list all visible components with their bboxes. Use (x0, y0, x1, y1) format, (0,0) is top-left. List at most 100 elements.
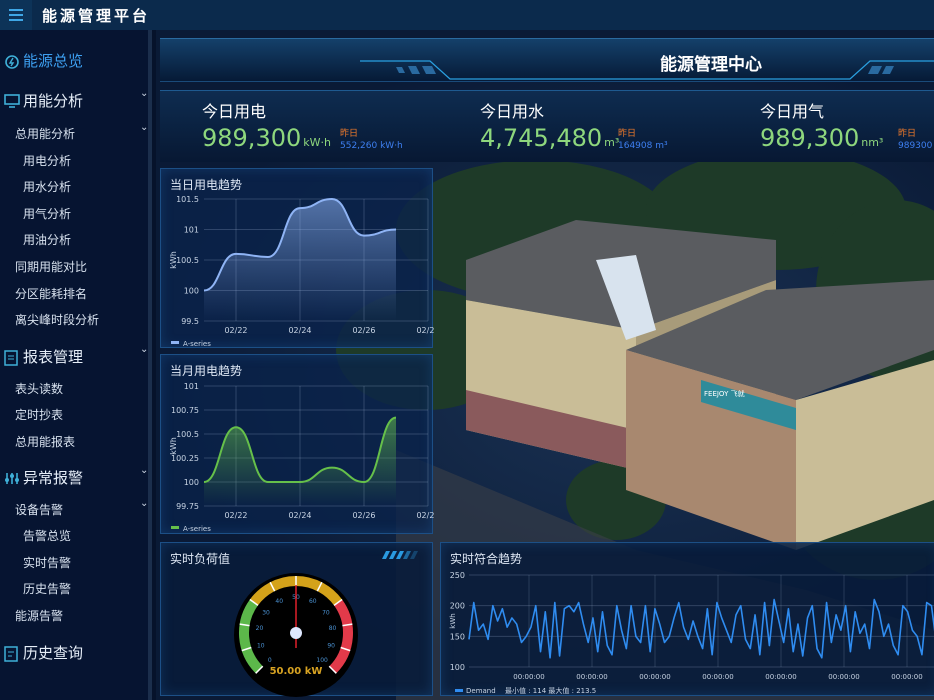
kpi-yesterday-label: 昨日 (618, 129, 637, 139)
kpi-yesterday-value: 989300 nm³ (898, 141, 934, 151)
x-tick-label: 00:00:00 (765, 673, 796, 681)
chevron-down-icon[interactable]: ⌄ (140, 344, 149, 355)
x-tick-label: 00:00:00 (702, 673, 733, 681)
y-tick-label: 101.5 (176, 195, 199, 204)
daily-power-trend-panel: 当日用电趋势 101.5 101 100.5 100 99.5 02/22 02/24 02/… (160, 168, 440, 348)
sidebar-item[interactable]: 用水分析 (23, 178, 71, 195)
kpi-value: 989,300 nm³ (760, 124, 883, 152)
sidebar-item[interactable]: 历史告警 (23, 580, 71, 597)
sidebar-item[interactable]: 定时抄表 (15, 406, 63, 423)
building-sign: FEEJOY 飞就 (704, 389, 745, 398)
kpi-bar (160, 90, 934, 162)
banner-decoration (360, 60, 934, 80)
sidebar-item[interactable]: 表头读数 (15, 380, 63, 397)
realtime-load-panel: 实时负荷值 010203040506070809010050.00 kW (160, 542, 433, 697)
x-tick-label: 00:00:00 (513, 673, 544, 681)
panel-title: 当月用电趋势 (170, 364, 243, 378)
y-tick-label: 100 (184, 478, 199, 487)
x-tick-label: 00:00:00 (639, 673, 670, 681)
sidebar-item-label: 用电分析 (23, 154, 72, 168)
sidebar-item[interactable]: 总用能分析 (15, 125, 75, 142)
kpi-number: 989,300 (760, 124, 860, 152)
gauge-band (329, 599, 353, 674)
legend-swatch (455, 689, 463, 692)
sidebar-item[interactable]: 设备告警 (15, 501, 63, 518)
gauge-tick (328, 665, 337, 674)
y-axis-label: kWh (169, 437, 178, 455)
chevron-down-icon[interactable]: ⌄ (140, 122, 149, 133)
sidebar-item-label: 用水分析 (23, 180, 72, 194)
sidebar-item[interactable]: 实时告警 (23, 554, 71, 571)
sidebar-item-label: 能源告警 (15, 609, 64, 623)
y-tick-label: 100.25 (171, 454, 199, 463)
gauge-tick (241, 646, 252, 652)
y-tick-label: 150 (450, 632, 465, 641)
sidebar-item[interactable]: 离尖峰时段分析 (15, 311, 99, 328)
x-tick-label: 02/22 (224, 511, 247, 520)
sidebar-item-label: 表头读数 (15, 382, 64, 396)
panel-title: 实时负荷值 (170, 552, 231, 566)
x-tick-label: 02/28 (416, 511, 434, 520)
legend-label: A-series (183, 525, 211, 533)
y-tick-label: 101 (184, 382, 199, 391)
x-tick-label: 00:00:00 (891, 673, 922, 681)
sidebar-item[interactable]: 用气分析 (23, 205, 71, 222)
sidebar-item-label: 能源总览 (23, 52, 84, 70)
legend-swatch (171, 341, 179, 344)
sidebar-item[interactable]: 分区能耗排名 (15, 285, 87, 302)
kpi-yesterday-value: 164908 m³ (618, 141, 668, 151)
chevron-down-icon[interactable]: ⌄ (140, 88, 149, 99)
gauge-tick (249, 598, 259, 606)
history-doc-icon (4, 645, 20, 662)
sidebar-item[interactable]: 异常报警 (4, 467, 83, 488)
sidebar-item-label: 总用能分析 (15, 127, 76, 141)
sidebar-item-label: 离尖峰时段分析 (15, 313, 100, 327)
building-right (626, 280, 934, 550)
legend-swatch (171, 526, 179, 529)
sidebar-item-label: 同期用能对比 (15, 260, 88, 274)
sidebar-item-label: 告警总览 (23, 529, 72, 543)
gauge-tick-label: 0 (268, 657, 272, 664)
sidebar-item[interactable]: 能源告警 (15, 607, 63, 624)
sidebar-item[interactable]: 同期用能对比 (15, 258, 87, 275)
monthly-power-chart: 101 100.75 100.5 100.25 100 99.75 02/22 02/24 02… (169, 382, 440, 533)
sidebar-item[interactable]: 报表管理 (4, 346, 83, 367)
kpi-label: 今日用电 (202, 102, 267, 121)
gauge-value: 50.00 kW (270, 666, 323, 677)
y-axis-label: kWh (169, 251, 178, 269)
gauge-tick-label: 90 (327, 642, 335, 649)
legend-label: A-series (183, 340, 211, 348)
kpi-yesterday-label: 昨日 (898, 129, 917, 139)
gauge-hub (290, 627, 302, 639)
sidebar-item[interactable]: 历史查询 (4, 642, 83, 663)
sidebar-item[interactable]: 用能分析 (4, 90, 83, 111)
sidebar-item-label: 用能分析 (23, 92, 84, 110)
y-tick-label: 100.75 (171, 406, 199, 415)
gauge-tick (255, 665, 264, 674)
series-area (204, 199, 396, 321)
y-tick-label: 100 (450, 663, 465, 672)
hamburger-menu-icon[interactable] (0, 0, 32, 30)
gauge-tick-label: 80 (329, 625, 337, 632)
kpi-label: 今日用气 (760, 102, 825, 121)
sidebar-item[interactable]: 能源总览 (4, 50, 83, 71)
y-tick-label: 200 (450, 602, 465, 611)
sidebar-item[interactable]: 总用能报表 (15, 433, 75, 450)
sidebar-item[interactable]: 告警总览 (23, 527, 71, 544)
chevron-down-icon[interactable]: ⌄ (140, 465, 149, 476)
stripes-decoration-icon (382, 551, 418, 559)
report-icon (4, 349, 20, 366)
sidebar-item-label: 历史告警 (23, 582, 72, 596)
sidebar-item-label: 异常报警 (23, 469, 84, 487)
top-bar: 能源管理平台 (0, 0, 934, 30)
kpi-unit: nm³ (861, 136, 884, 149)
legend-min-max: 最小值 : 114 最大值 : 213.5 (505, 686, 596, 695)
main-dashboard: FEEJOY 飞就 能源管理中心 今日用电 989,300 kW·h 昨日 552… (156, 30, 934, 700)
y-tick-label: 250 (450, 571, 465, 580)
panel-title: 实时符合趋势 (450, 552, 523, 566)
chevron-down-icon[interactable]: ⌄ (140, 498, 149, 509)
page-title: 能源管理中心 (660, 55, 762, 75)
sidebar-item[interactable]: 用油分析 (23, 231, 71, 248)
sidebar-item[interactable]: 用电分析 (23, 152, 71, 169)
gauge-tick-label: 10 (257, 642, 265, 649)
